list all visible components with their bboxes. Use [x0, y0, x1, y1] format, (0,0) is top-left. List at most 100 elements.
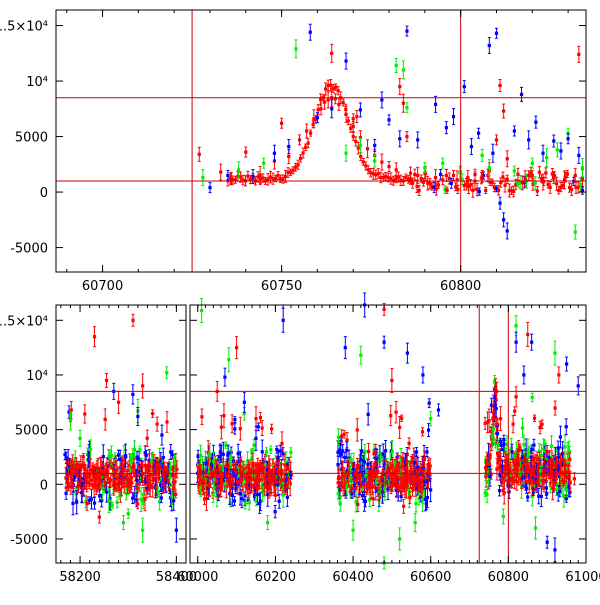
data-point-blue: [344, 59, 347, 62]
data-point-blue: [491, 152, 494, 155]
data-point-blue: [488, 44, 491, 47]
data-point-red: [337, 103, 340, 106]
baseline-point-red: [445, 189, 448, 192]
data-point-red: [531, 174, 534, 177]
baseline-point-red: [418, 189, 421, 192]
season-point-blue: [240, 497, 243, 500]
season-point-red: [200, 415, 203, 418]
season-point-red: [136, 487, 139, 490]
baseline-point-red: [501, 175, 504, 178]
data-point-red: [280, 122, 283, 125]
season-point-blue: [117, 453, 120, 456]
season-point-red: [115, 468, 118, 471]
data-point-blue: [470, 145, 473, 148]
season-point-green: [89, 448, 92, 451]
season-point-green: [212, 460, 215, 463]
season-point-red: [356, 503, 359, 506]
season-point-red: [400, 417, 403, 420]
data-point-blue: [477, 132, 480, 135]
data-point-blue: [309, 31, 312, 34]
data-point-red: [287, 155, 290, 158]
data-point-blue: [359, 108, 362, 111]
data-point-red: [355, 115, 358, 118]
season-point-blue: [64, 492, 67, 495]
data-point-blue: [273, 152, 276, 155]
season-point-green: [173, 462, 176, 465]
season-point-red: [151, 486, 154, 489]
season-point-red: [389, 414, 392, 417]
baseline-point-red: [546, 183, 549, 186]
season-point-red: [136, 502, 139, 505]
baseline-point-red: [566, 172, 569, 175]
data-point-red: [330, 52, 333, 55]
data-point-red: [244, 151, 247, 154]
data-point-green: [556, 148, 559, 151]
y-tick-label: 10⁴: [26, 75, 48, 90]
season-point-green: [212, 493, 215, 496]
season-point-blue: [145, 454, 148, 457]
season-point-red: [258, 473, 261, 476]
season-point-blue: [400, 495, 403, 498]
season-point-green: [363, 450, 366, 453]
season-point-red: [408, 496, 411, 499]
season-point-red: [174, 493, 177, 496]
season-point-red: [123, 467, 126, 470]
data-point-red: [466, 176, 469, 179]
season-point-red: [394, 411, 397, 414]
data-point-red: [434, 176, 437, 179]
season-point-red: [261, 426, 264, 429]
baseline-point-green: [579, 183, 582, 186]
season-point-red: [67, 482, 70, 485]
season-point-red: [151, 412, 154, 415]
data-point-blue: [463, 85, 466, 88]
season-point-red: [71, 483, 74, 486]
data-point-red: [344, 113, 347, 116]
season-point-red: [273, 485, 276, 488]
data-point-blue: [513, 129, 516, 132]
lightcurve-point-red: [296, 163, 299, 166]
season-point-blue: [233, 499, 236, 502]
data-point-green: [294, 47, 297, 50]
data-point-blue: [445, 126, 448, 129]
season-point-blue: [233, 427, 236, 430]
season-point-red: [70, 409, 73, 412]
lightcurve-point-red: [359, 155, 362, 158]
data-point-blue: [541, 152, 544, 155]
data-point-red: [498, 84, 501, 87]
season-point-green: [138, 448, 141, 451]
season-point-green: [391, 450, 394, 453]
lightcurve-point-red: [307, 142, 310, 145]
season-point-red: [280, 442, 283, 445]
data-point-red: [305, 129, 308, 132]
season-point-blue: [131, 393, 134, 396]
season-point-red: [113, 478, 116, 481]
baseline-point-red: [411, 182, 414, 185]
season-point-red: [354, 487, 357, 490]
data-point-blue: [251, 175, 254, 178]
data-point-red: [387, 165, 390, 168]
data-point-red: [366, 147, 369, 150]
data-point-red: [495, 138, 498, 141]
baseline-point-red: [437, 183, 440, 186]
season-point-green: [248, 501, 251, 504]
season-point-red: [402, 505, 405, 508]
data-point-green: [395, 64, 398, 67]
season-point-red: [149, 465, 152, 468]
season-point-red: [231, 422, 234, 425]
top-panel-frame: [56, 10, 586, 272]
season-point-blue: [102, 455, 105, 458]
data-point-green: [423, 166, 426, 169]
season-point-blue: [222, 453, 225, 456]
season-point-blue: [382, 452, 385, 455]
season-point-red: [109, 478, 112, 481]
season-point-green: [252, 444, 255, 447]
data-point-green: [481, 154, 484, 157]
data-point-red: [298, 138, 301, 141]
data-point-blue: [380, 98, 383, 101]
data-point-green: [262, 162, 265, 165]
data-point-red: [506, 157, 509, 160]
lightcurve-point-red: [301, 151, 304, 154]
data-point-blue: [527, 138, 530, 141]
